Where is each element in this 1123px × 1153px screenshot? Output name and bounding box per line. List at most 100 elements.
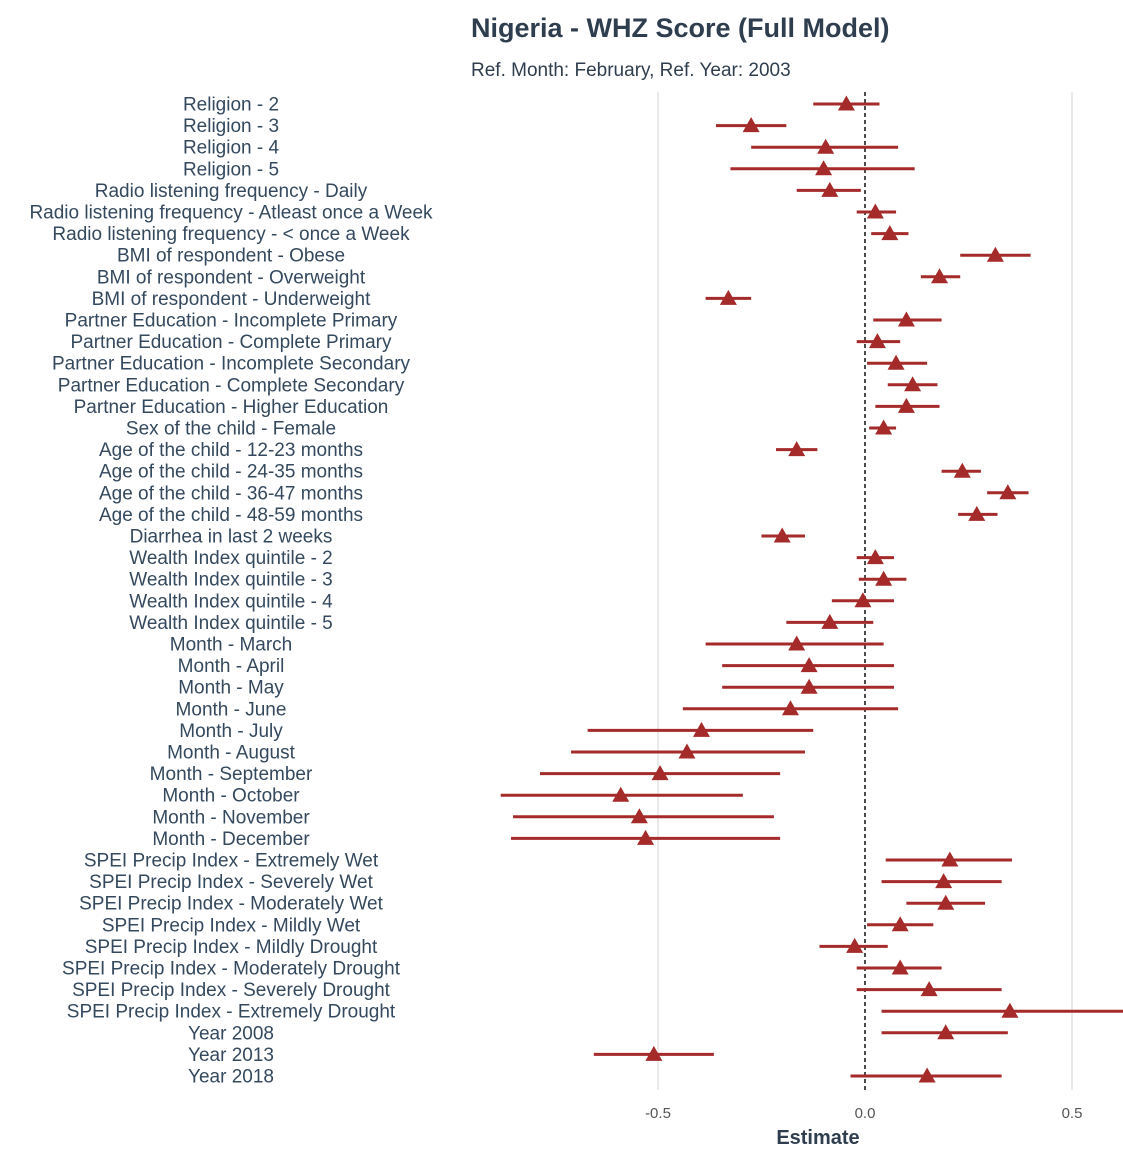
estimate-triangle — [817, 138, 835, 154]
row-label: SPEI Precip Index - Extremely Wet — [84, 851, 379, 872]
estimate-triangle — [897, 397, 915, 413]
estimate-triangle — [788, 635, 806, 651]
row-label: Partner Education - Incomplete Primary — [65, 311, 398, 332]
estimate-triangle — [678, 743, 696, 759]
row-label: Month - July — [179, 721, 283, 742]
row-label: Partner Education - Incomplete Secondary — [52, 354, 411, 375]
estimate-marks — [500, 95, 1123, 1083]
estimate-triangle — [837, 95, 855, 111]
estimate-triangle — [821, 181, 839, 197]
estimate-triangle — [881, 225, 899, 241]
estimate-triangle — [645, 1045, 663, 1061]
row-label: Age of the child - 12-23 months — [99, 440, 363, 461]
estimate-triangle — [875, 570, 893, 586]
estimate-triangle — [612, 786, 630, 802]
estimate-triangle — [1001, 1002, 1019, 1018]
estimate-triangle — [742, 117, 760, 133]
row-label: SPEI Precip Index - Extremely Drought — [67, 1002, 396, 1023]
row-label: Month - September — [150, 764, 313, 785]
row-label: Wealth Index quintile - 5 — [129, 613, 333, 634]
estimate-triangle — [968, 505, 986, 521]
row-label: SPEI Precip Index - Mildly Drought — [85, 937, 378, 958]
estimate-triangle — [904, 376, 922, 392]
estimate-triangle — [953, 462, 971, 478]
row-label: Month - December — [152, 829, 310, 850]
estimate-triangle — [788, 441, 806, 457]
estimate-triangle — [800, 678, 818, 694]
row-label: Month - March — [170, 635, 292, 656]
x-tick-label: 0.5 — [1062, 1105, 1083, 1122]
row-label: Age of the child - 24-35 months — [99, 462, 363, 483]
row-label: SPEI Precip Index - Moderately Drought — [62, 959, 401, 980]
estimate-triangle — [891, 959, 909, 975]
grid-layer — [657, 92, 1073, 1090]
row-label: BMI of respondent - Underweight — [92, 289, 372, 310]
x-axis-title: Estimate — [776, 1127, 859, 1149]
row-label: Religion - 2 — [183, 95, 279, 116]
row-label: Year 2018 — [188, 1067, 274, 1088]
x-tick-label: 0.0 — [855, 1105, 876, 1122]
row-label: Month - October — [162, 786, 300, 807]
estimate-triangle — [897, 311, 915, 327]
estimate-triangle — [651, 765, 669, 781]
row-label: Age of the child - 48-59 months — [99, 505, 363, 526]
row-label: Partner Education - Complete Primary — [70, 332, 392, 353]
row-label: Sex of the child - Female — [126, 419, 336, 440]
estimate-triangle — [866, 549, 884, 565]
estimate-triangle — [920, 981, 938, 997]
estimate-triangle — [854, 592, 872, 608]
estimate-triangle — [937, 1024, 955, 1040]
estimate-triangle — [781, 700, 799, 716]
row-label: Religion - 5 — [183, 159, 279, 180]
estimate-triangle — [868, 333, 886, 349]
chart-title: Nigeria - WHZ Score (Full Model) — [471, 13, 890, 43]
estimate-triangle — [986, 246, 1004, 262]
estimate-triangle — [941, 851, 959, 867]
row-label: Month - November — [152, 807, 310, 828]
row-label: Month - August — [167, 743, 296, 764]
estimate-triangle — [637, 829, 655, 845]
row-label: Wealth Index quintile - 3 — [129, 570, 333, 591]
row-label: Partner Education - Higher Education — [74, 397, 389, 418]
estimate-triangle — [846, 937, 864, 953]
row-label: Month - May — [178, 678, 284, 699]
estimate-triangle — [773, 527, 791, 543]
estimate-triangle — [866, 203, 884, 219]
estimate-triangle — [815, 160, 833, 176]
row-label: Wealth Index quintile - 4 — [129, 591, 333, 612]
estimate-triangle — [875, 419, 893, 435]
row-label: Age of the child - 36-47 months — [99, 483, 363, 504]
row-label: Radio listening frequency - < once a Wee… — [52, 224, 410, 245]
row-label: Month - April — [178, 656, 285, 677]
row-label: SPEI Precip Index - Moderately Wet — [79, 894, 383, 915]
estimate-triangle — [999, 484, 1017, 500]
row-label: Partner Education - Complete Secondary — [58, 375, 405, 396]
estimate-triangle — [931, 268, 949, 284]
row-label: Wealth Index quintile - 2 — [129, 548, 333, 569]
estimate-triangle — [937, 894, 955, 910]
row-label: Radio listening frequency - Atleast once… — [29, 203, 433, 224]
estimate-triangle — [692, 721, 710, 737]
row-label: SPEI Precip Index - Mildly Wet — [102, 915, 361, 936]
estimate-triangle — [821, 613, 839, 629]
row-label: Diarrhea in last 2 weeks — [130, 527, 333, 548]
row-label: Year 2013 — [188, 1045, 274, 1066]
chart-subtitle: Ref. Month: February, Ref. Year: 2003 — [471, 60, 791, 81]
row-label: BMI of respondent - Overweight — [97, 267, 366, 288]
estimate-triangle — [800, 657, 818, 673]
estimate-triangle — [935, 873, 953, 889]
row-label: Radio listening frequency - Daily — [95, 181, 368, 202]
row-label: Religion - 3 — [183, 116, 279, 137]
row-label: Religion - 4 — [183, 138, 280, 159]
row-label: SPEI Precip Index - Severely Wet — [89, 872, 373, 893]
row-label: SPEI Precip Index - Severely Drought — [72, 980, 391, 1001]
estimate-triangle — [918, 1067, 936, 1083]
estimate-triangle — [719, 289, 737, 305]
x-tick-label: -0.5 — [645, 1105, 671, 1122]
row-label: Year 2008 — [188, 1023, 274, 1044]
row-label: BMI of respondent - Obese — [117, 246, 345, 267]
estimate-triangle — [630, 808, 648, 824]
estimate-triangle — [891, 916, 909, 932]
